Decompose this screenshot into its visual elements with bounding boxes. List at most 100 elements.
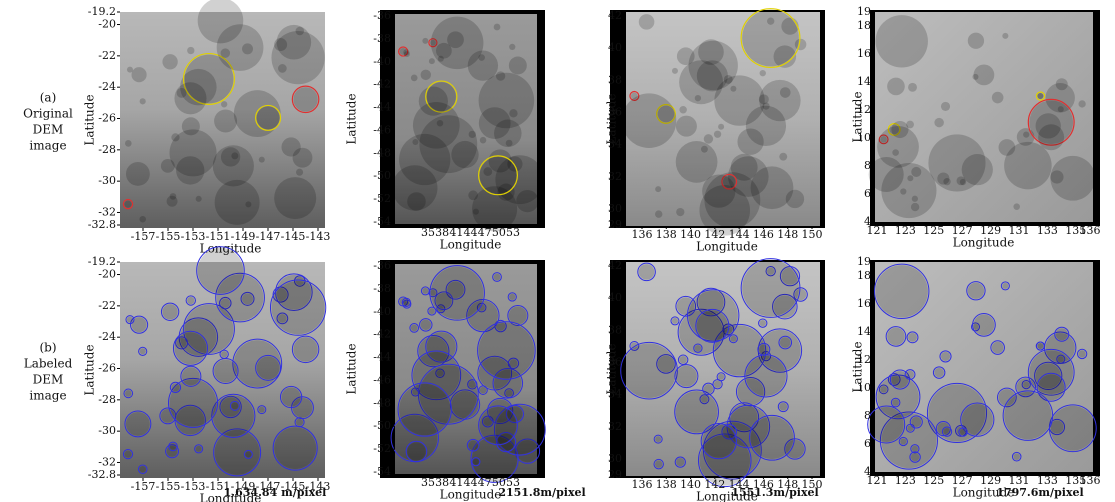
crater xyxy=(421,70,431,80)
x-axis-label: Longitude xyxy=(440,488,502,502)
crater xyxy=(697,310,728,341)
x-axis-label: Longitude xyxy=(440,238,502,252)
y-tick-label: -32 xyxy=(98,205,116,218)
crater xyxy=(468,440,478,450)
x-tick-label: -157 xyxy=(131,230,156,243)
crater xyxy=(296,169,303,176)
crater xyxy=(140,98,146,104)
crater xyxy=(655,210,662,217)
crater xyxy=(182,117,200,135)
crater xyxy=(221,351,227,357)
x-tick-label: 136 xyxy=(1080,224,1101,237)
y-axis-label: Latitude xyxy=(83,344,97,395)
x-tick-label: 138 xyxy=(656,228,677,241)
crater xyxy=(908,83,917,92)
y-tick-label: 40 xyxy=(608,291,622,304)
crater xyxy=(992,342,1004,354)
x-tick-label: 150 xyxy=(802,228,823,241)
y-tick-label: 8 xyxy=(864,159,871,172)
y-tick-label: -42 xyxy=(373,328,391,341)
crater xyxy=(231,402,238,409)
crater xyxy=(431,267,484,320)
crater xyxy=(869,407,904,442)
crater xyxy=(622,343,677,398)
crater xyxy=(1038,374,1064,400)
crater xyxy=(468,190,478,200)
y-tick-label: 38 xyxy=(608,73,622,86)
crater xyxy=(941,352,950,361)
y-tick-label: -28 xyxy=(98,393,116,406)
crater xyxy=(131,67,146,82)
y-tick-label: -54 xyxy=(373,465,391,478)
y-tick-label: 16 xyxy=(857,297,871,310)
y-tick-label: 30 xyxy=(608,202,622,215)
crater xyxy=(399,384,450,435)
crater xyxy=(259,157,265,163)
y-axis-label: Latitude xyxy=(605,343,619,394)
crater xyxy=(695,95,701,101)
crater xyxy=(908,333,917,342)
crater xyxy=(742,260,799,317)
y-tick-label: 42 xyxy=(608,259,622,272)
crater xyxy=(479,323,535,379)
crater xyxy=(509,57,527,75)
y-tick-label: -46 xyxy=(373,373,391,386)
crater xyxy=(702,424,735,457)
crater xyxy=(911,167,921,177)
crater xyxy=(509,44,515,50)
x-tick-label: 136 xyxy=(632,478,653,491)
y-tick-label: 18 xyxy=(857,19,871,32)
y-tick-label: -44 xyxy=(373,101,391,114)
crater xyxy=(170,193,177,200)
crater xyxy=(407,442,426,461)
y-tick-label: -26 xyxy=(98,362,116,375)
y-tick-label: -44 xyxy=(373,351,391,364)
crater xyxy=(139,216,146,223)
crater xyxy=(968,283,984,299)
crater xyxy=(968,33,984,49)
crater xyxy=(779,403,787,411)
crater xyxy=(271,281,324,334)
crater xyxy=(431,17,484,70)
y-tick-label: 19 xyxy=(857,255,871,268)
crater xyxy=(1078,100,1085,107)
y-tick-label: -30 xyxy=(98,174,116,187)
row-label: image xyxy=(29,139,66,153)
crater xyxy=(407,192,426,211)
crater xyxy=(780,87,791,98)
crater xyxy=(196,446,202,452)
crater xyxy=(876,265,928,317)
row-label: Labeled xyxy=(24,357,73,371)
crater xyxy=(911,453,919,461)
crater xyxy=(718,124,724,130)
crater xyxy=(140,348,146,354)
x-tick-label: 35 xyxy=(421,226,435,239)
crater xyxy=(900,188,906,194)
y-tick-label: 4 xyxy=(864,465,871,478)
crater xyxy=(162,304,177,319)
crater xyxy=(751,166,794,209)
x-axis-label: Longitude xyxy=(696,240,758,254)
row-label: DEM xyxy=(33,373,64,387)
y-tick-label: -48 xyxy=(373,146,391,159)
crater xyxy=(962,404,993,435)
crater xyxy=(221,101,227,107)
crater xyxy=(293,87,317,111)
y-tick-label: 4 xyxy=(864,215,871,228)
crater xyxy=(162,54,177,69)
resolution: 1551.3m/pixel xyxy=(731,486,818,499)
crater xyxy=(934,118,943,127)
crater xyxy=(974,315,995,336)
crater xyxy=(906,371,914,379)
crater xyxy=(174,82,206,114)
y-tick-label: 32 xyxy=(608,420,622,433)
crater xyxy=(679,356,686,363)
y-tick-label: 32 xyxy=(608,170,622,183)
crater xyxy=(196,196,202,202)
crater xyxy=(676,116,697,137)
y-tick-label: -36 xyxy=(373,9,391,22)
crater xyxy=(399,134,450,185)
crater xyxy=(704,134,713,143)
crater xyxy=(421,320,431,330)
crater xyxy=(730,336,736,342)
